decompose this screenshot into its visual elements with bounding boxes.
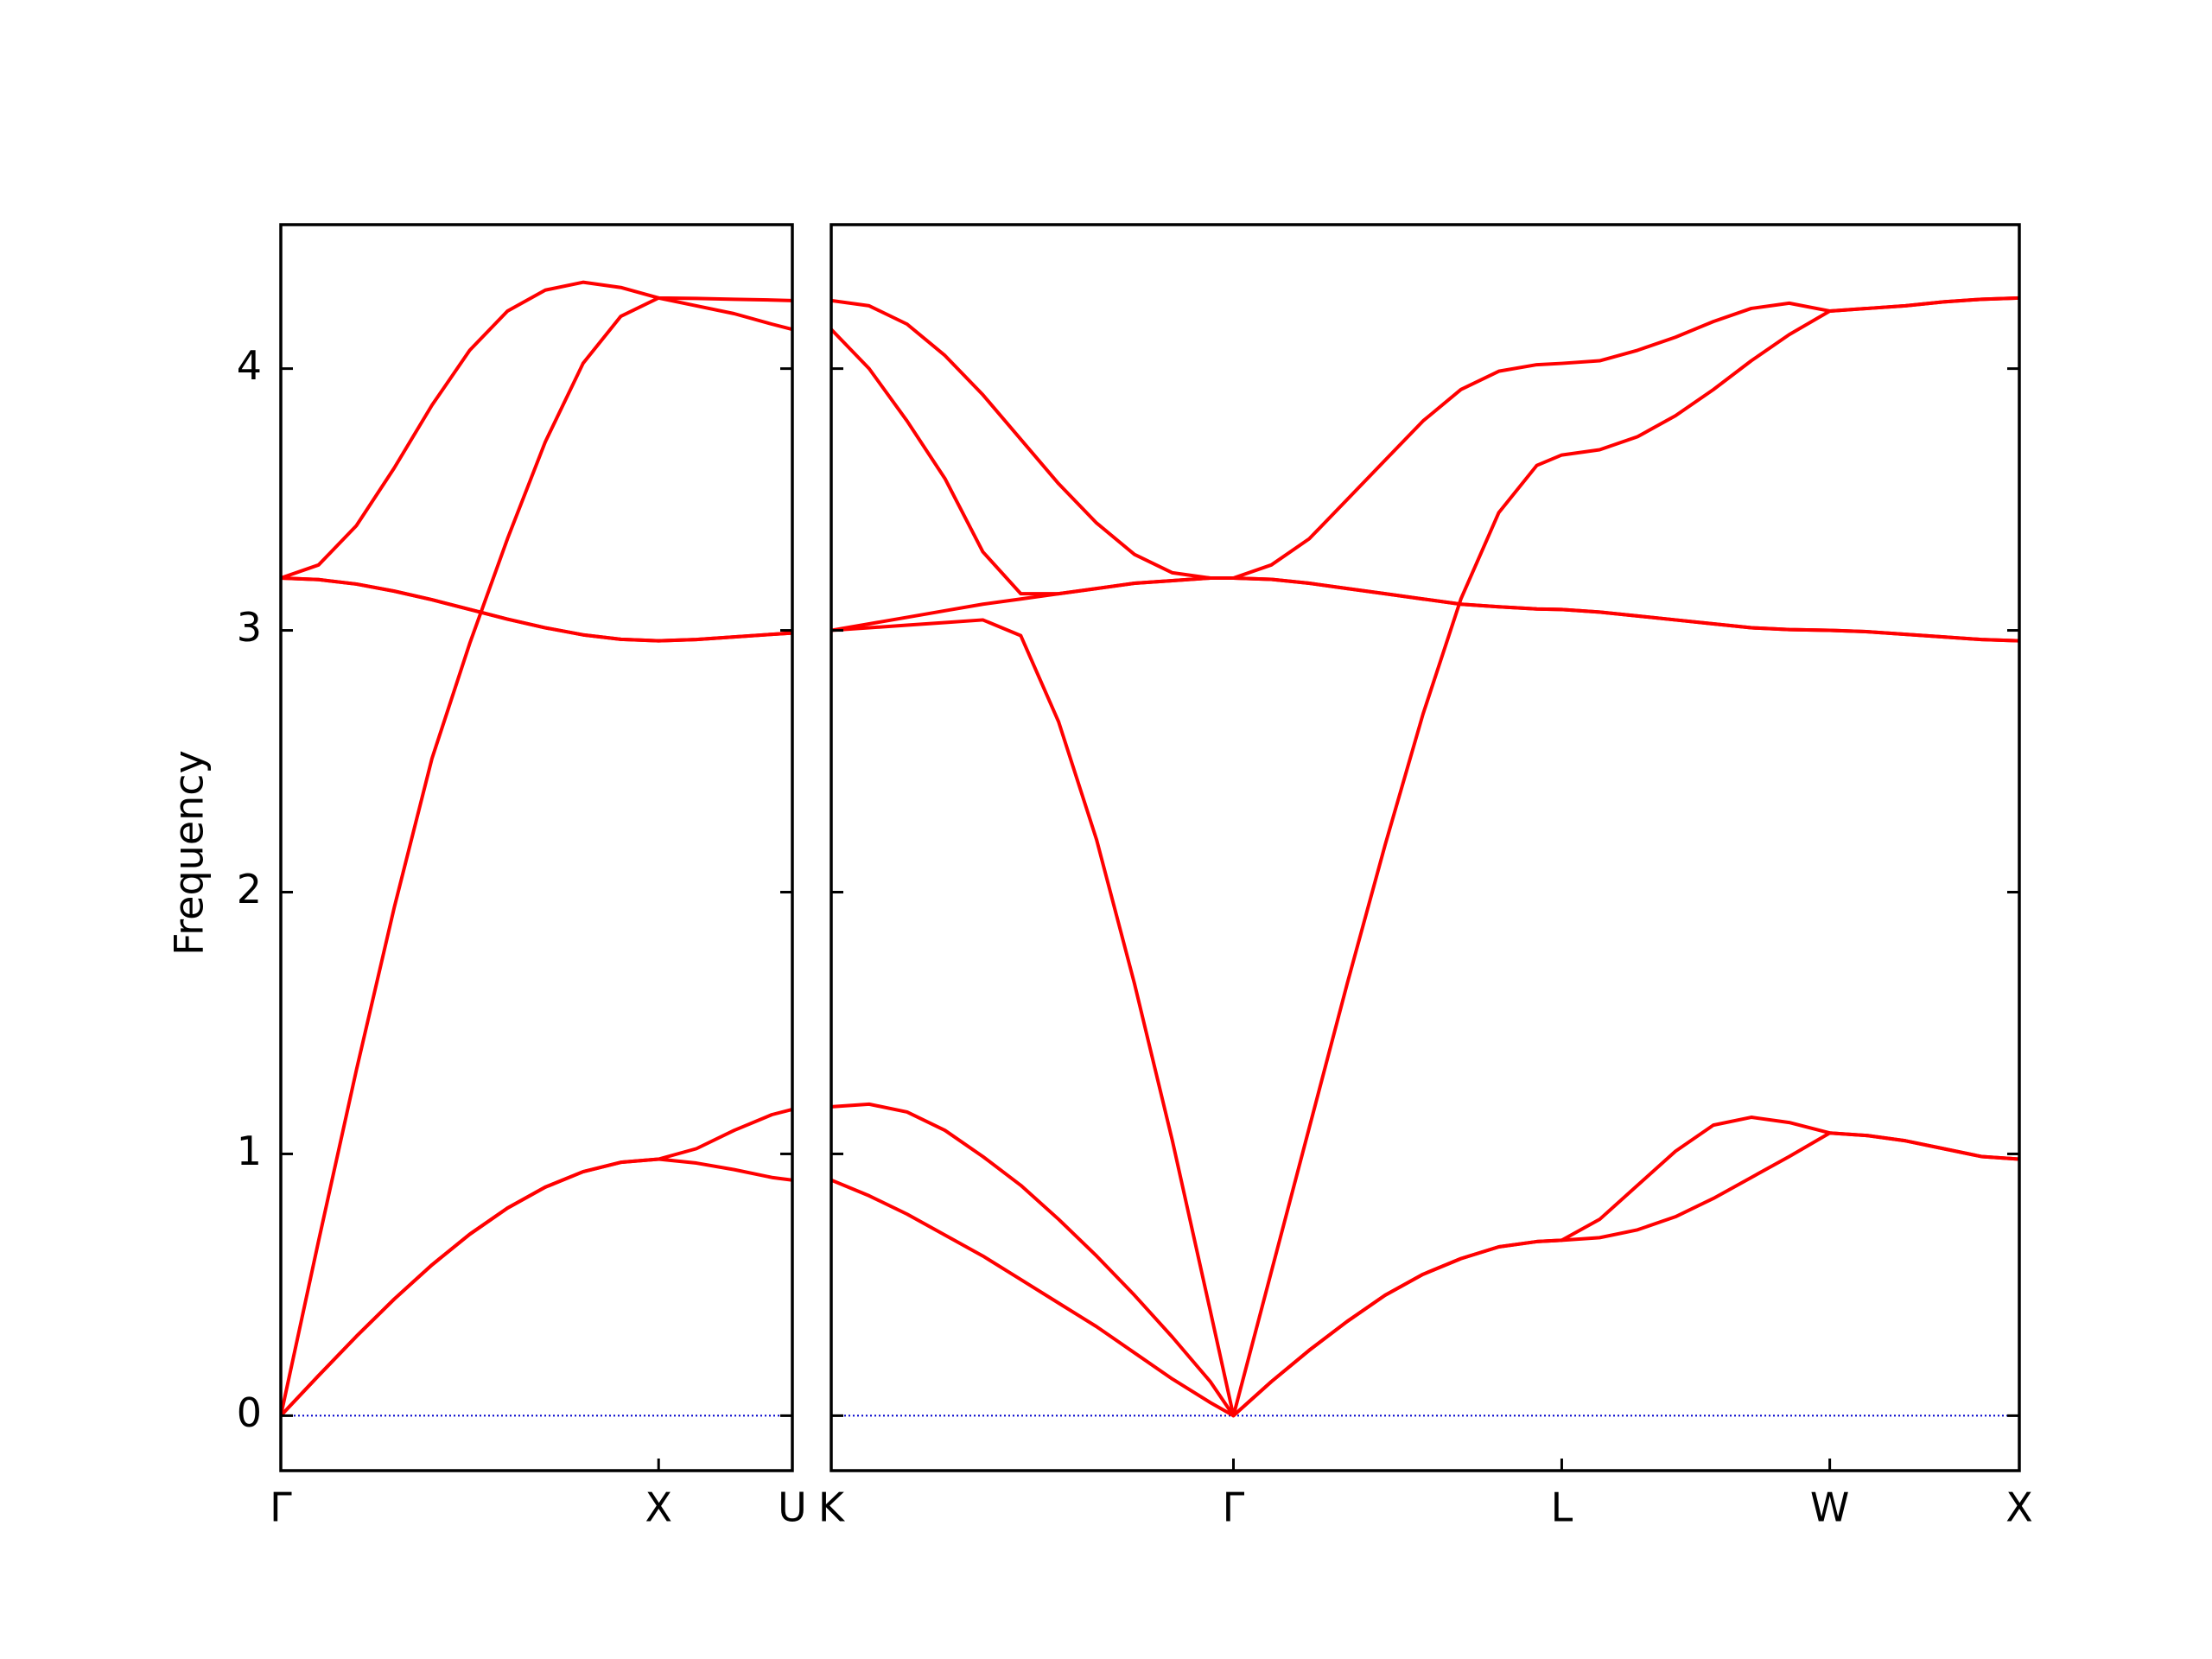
y-tick-label: 1 (237, 1128, 262, 1174)
band-line (831, 296, 2019, 580)
band-line (281, 1157, 792, 1417)
y-tick-label: 2 (237, 866, 262, 912)
y-tick-label: 0 (237, 1389, 262, 1436)
x-tick-label: W (1810, 1484, 1849, 1531)
x-tick-label: Γ (270, 1484, 292, 1531)
band-line (281, 280, 792, 580)
band-line (831, 296, 2019, 1418)
band-line (831, 327, 2019, 643)
x-tick-label: X (2005, 1484, 2033, 1531)
plot-frame (279, 223, 794, 1472)
plot-frame (830, 223, 2021, 1472)
x-tick-label: Γ (1223, 1484, 1245, 1531)
x-tick-label: X (645, 1484, 672, 1531)
x-tick-label: K (818, 1484, 846, 1531)
y-tick-label: 3 (237, 604, 262, 651)
x-tick-label: U (778, 1484, 807, 1531)
y-tick-label: 4 (237, 342, 262, 389)
band-line (281, 296, 792, 1416)
band-line (281, 575, 792, 643)
band-line (831, 1102, 2019, 1418)
x-tick-label: L (1551, 1484, 1573, 1531)
y-axis-label: Frequency (166, 750, 213, 956)
